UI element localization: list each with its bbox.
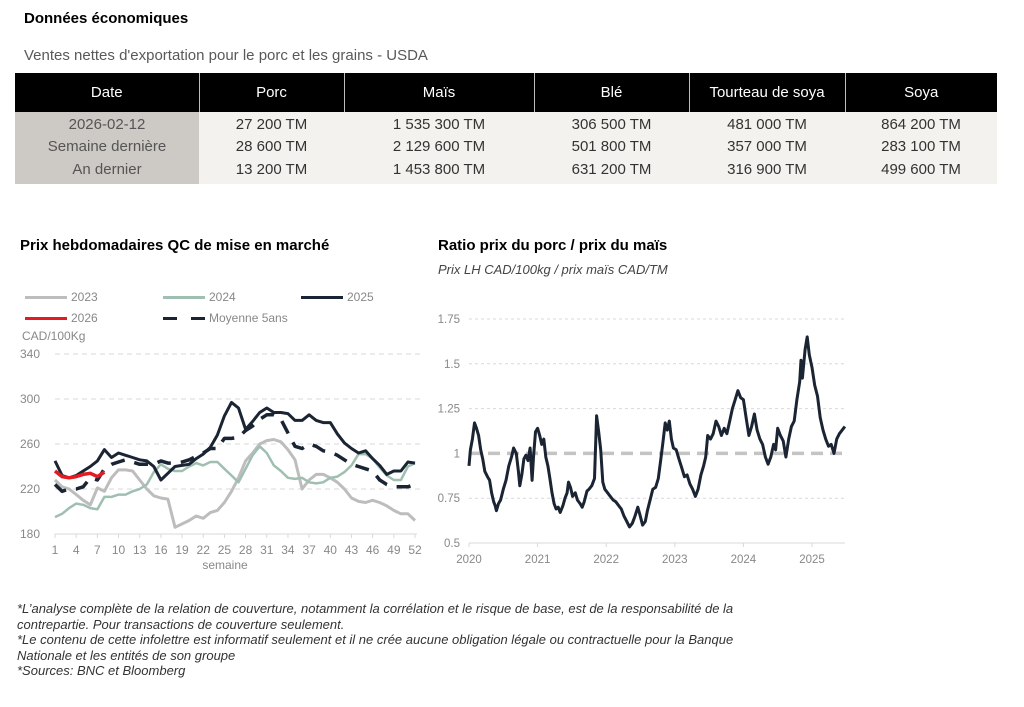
cell-porc: 27 200 TM bbox=[199, 112, 344, 135]
legend-swatch-2024 bbox=[163, 295, 205, 299]
footnote-sources: *Sources: BNC et Bloomberg bbox=[17, 663, 186, 678]
series-line-s2024 bbox=[54, 445, 416, 519]
legend-item-2023: 2023 bbox=[25, 290, 98, 304]
y-tick-label: 1.25 bbox=[438, 404, 460, 416]
cell-ble: 501 800 TM bbox=[534, 135, 689, 158]
y-tick-label: 0.75 bbox=[438, 493, 460, 505]
x-tick-label: 2022 bbox=[593, 554, 619, 566]
header-tourteau-soya: Tourteau de soya bbox=[689, 73, 846, 112]
x-tick-label: 25 bbox=[218, 543, 232, 557]
legend-label: 2023 bbox=[71, 290, 98, 304]
x-tick-label: 49 bbox=[387, 543, 401, 557]
footnote-disclaimer: *Le contenu de cette infolettre est info… bbox=[17, 632, 734, 663]
cell-tourteau-soya: 481 000 TM bbox=[689, 112, 845, 135]
x-tick-label: 37 bbox=[302, 543, 316, 557]
x-tick-label: 46 bbox=[366, 543, 380, 557]
section-title: Données économiques bbox=[24, 10, 189, 27]
x-tick-label: 31 bbox=[260, 543, 274, 557]
y-tick-label: 300 bbox=[20, 392, 40, 406]
table-subtitle: Ventes nettes d'exportation pour le porc… bbox=[24, 47, 428, 64]
cell-mais: 1 535 300 TM bbox=[344, 112, 534, 135]
table-row: 2026-02-12 27 200 TM 1 535 300 TM 306 50… bbox=[15, 112, 997, 135]
x-tick-label: 2024 bbox=[731, 554, 757, 566]
cell-ble: 306 500 TM bbox=[534, 112, 689, 135]
x-tick-label: 40 bbox=[324, 543, 338, 557]
weekly-prices-chart-title: Prix hebdomadaires QC de mise en marché bbox=[20, 237, 330, 254]
series-line-s2025 bbox=[53, 400, 416, 482]
series-line-ratio bbox=[467, 335, 847, 529]
cell-mais: 1 453 800 TM bbox=[344, 158, 534, 184]
cell-porc: 28 600 TM bbox=[199, 135, 344, 158]
x-tick-label: 1 bbox=[52, 543, 59, 557]
x-tick-label: 16 bbox=[154, 543, 168, 557]
table-row: An dernier 13 200 TM 1 453 800 TM 631 20… bbox=[15, 158, 997, 184]
legend-swatch-2026 bbox=[25, 316, 67, 320]
legend-swatch-2025 bbox=[301, 295, 343, 299]
legend-label: Moyenne 5ans bbox=[209, 311, 288, 325]
x-tick-label: 19 bbox=[175, 543, 189, 557]
header-mais: Maïs bbox=[344, 73, 535, 112]
y-tick-label: 260 bbox=[20, 437, 40, 451]
cell-mais: 2 129 600 TM bbox=[344, 135, 534, 158]
x-tick-label: 10 bbox=[112, 543, 126, 557]
footnote-hedging: *L’analyse complète de la relation de co… bbox=[17, 601, 734, 632]
y-tick-label: 220 bbox=[20, 482, 40, 496]
y-axis-unit-label: CAD/100Kg bbox=[22, 329, 86, 343]
x-tick-label: 52 bbox=[408, 543, 422, 557]
series-line-avg bbox=[53, 413, 416, 494]
header-soya: Soya bbox=[845, 73, 997, 112]
x-tick-label: 22 bbox=[197, 543, 211, 557]
legend-swatch-2023 bbox=[25, 295, 67, 299]
x-tick-label: 43 bbox=[345, 543, 359, 557]
ratio-chart: 1.75 1.5 1.25 1 0.75 0.5 2020 2021 2022 2023 2024 2… bbox=[438, 314, 847, 566]
x-tick-label: 13 bbox=[133, 543, 147, 557]
x-tick-label: 7 bbox=[94, 543, 101, 557]
legend-item-5y-average: Moyenne 5ans bbox=[163, 311, 288, 325]
x-tick-label: 34 bbox=[281, 543, 295, 557]
series-line-s2026 bbox=[53, 469, 106, 480]
legend-item-2024: 2024 bbox=[163, 290, 236, 304]
cell-soya: 499 600 TM bbox=[845, 158, 997, 184]
x-tick-label: 2023 bbox=[662, 554, 688, 566]
x-tick-label: 28 bbox=[239, 543, 253, 557]
x-tick-label: 2020 bbox=[456, 554, 482, 566]
table-row: Semaine dernière 28 600 TM 2 129 600 TM … bbox=[15, 135, 997, 158]
y-tick-label: 1 bbox=[454, 448, 460, 460]
row-label: 2026-02-12 bbox=[15, 112, 199, 135]
header-date: Date bbox=[15, 73, 200, 112]
y-tick-label: 180 bbox=[20, 527, 40, 541]
table-header-row: Date Porc Maïs Blé Tourteau de soya Soya bbox=[15, 73, 997, 112]
cell-tourteau-soya: 316 900 TM bbox=[689, 158, 845, 184]
cell-porc: 13 200 TM bbox=[199, 158, 344, 184]
y-tick-label: 1.75 bbox=[438, 314, 460, 326]
y-tick-label: 340 bbox=[20, 347, 40, 361]
cell-soya: 864 200 TM bbox=[845, 112, 997, 135]
header-ble: Blé bbox=[534, 73, 690, 112]
legend-swatch-5y-average bbox=[163, 316, 205, 320]
header-porc: Porc bbox=[199, 73, 345, 112]
legend-label: 2026 bbox=[71, 311, 98, 325]
x-axis-label: semaine bbox=[202, 558, 248, 572]
y-tick-label: 1.5 bbox=[444, 359, 460, 371]
cell-ble: 631 200 TM bbox=[534, 158, 689, 184]
ratio-chart-title: Ratio prix du porc / prix du maïs bbox=[438, 237, 668, 254]
x-tick-label: 2025 bbox=[799, 554, 825, 566]
series-line-s2023 bbox=[53, 438, 417, 529]
footnotes: *L’analyse complète de la relation de co… bbox=[17, 601, 777, 679]
x-tick-label: 2021 bbox=[525, 554, 551, 566]
row-label: An dernier bbox=[15, 158, 199, 184]
export-sales-table: Date Porc Maïs Blé Tourteau de soya Soya… bbox=[15, 73, 997, 184]
weekly-prices-chart: 340 300 260 220 180 1 4 7 10 13 16 19 22 25 28 31 34 37 40… bbox=[20, 347, 422, 572]
legend-label: 2024 bbox=[209, 290, 236, 304]
y-tick-label: 0.5 bbox=[444, 538, 460, 550]
cell-tourteau-soya: 357 000 TM bbox=[689, 135, 845, 158]
legend-item-2025: 2025 bbox=[301, 290, 374, 304]
x-tick-label: 4 bbox=[73, 543, 80, 557]
row-label: Semaine dernière bbox=[15, 135, 199, 158]
legend-label: 2025 bbox=[347, 290, 374, 304]
cell-soya: 283 100 TM bbox=[845, 135, 997, 158]
ratio-chart-subtitle: Prix LH CAD/100kg / prix maïs CAD/TM bbox=[438, 262, 668, 277]
legend-item-2026: 2026 bbox=[25, 311, 98, 325]
